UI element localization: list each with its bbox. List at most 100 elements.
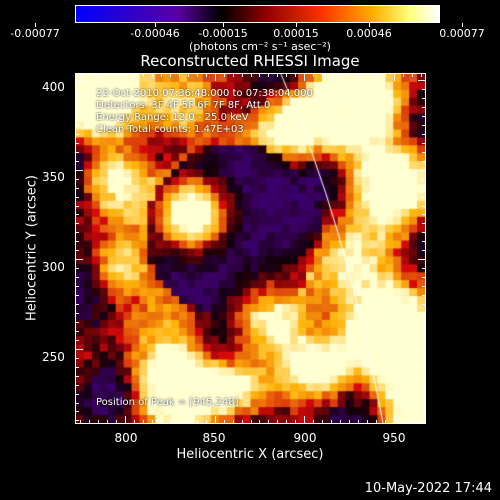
peak-position-label: Position of Peak = [945,248]: [96, 397, 239, 408]
axis-tick: [422, 384, 426, 386]
y-tick-label: 400: [42, 80, 65, 94]
axis-tick: [422, 115, 426, 117]
colorbar-tick: [223, 23, 224, 27]
axis-tick: [98, 73, 100, 77]
axis-tick: [422, 304, 426, 305]
colorbar-tick: [35, 23, 36, 27]
axis-tick: [422, 160, 426, 162]
axis-tick: [75, 277, 79, 279]
axis-tick: [152, 73, 153, 77]
colorbar-tick-label: 0.00015: [273, 27, 319, 40]
colorbar-tick: [462, 23, 463, 27]
axis-tick: [169, 420, 171, 424]
axis-tick: [422, 402, 426, 404]
axis-tick: [422, 107, 426, 109]
axis-tick: [422, 98, 426, 100]
axis-tick: [75, 232, 79, 234]
axis-tick: [75, 160, 79, 162]
axis-tick: [75, 268, 79, 270]
axis-tick: [384, 73, 386, 77]
axis-tick: [422, 223, 426, 225]
axis-tick: [178, 73, 180, 77]
axis-tick: [422, 411, 426, 413]
axis-tick: [422, 268, 426, 270]
axis-tick: [357, 73, 359, 77]
axis-tick: [75, 330, 79, 332]
axis-tick: [75, 98, 79, 100]
axis-tick: [223, 420, 225, 424]
axis-tick: [75, 196, 79, 198]
axis-tick: [98, 420, 100, 424]
axis-tick: [214, 416, 216, 424]
axis-tick: [304, 73, 306, 81]
colorbar: [75, 5, 440, 23]
axis-tick: [268, 73, 270, 77]
axis-tick: [418, 169, 426, 171]
axis-tick: [134, 420, 136, 424]
axis-tick: [422, 142, 426, 144]
axis-tick: [80, 73, 82, 77]
axis-tick: [75, 124, 79, 126]
axis-tick: [422, 393, 426, 395]
axis-tick: [422, 250, 426, 252]
y-axis-label: Heliocentric Y (arcsec): [24, 175, 40, 321]
axis-tick: [75, 259, 83, 261]
axis-tick: [89, 420, 91, 424]
axis-tick: [160, 420, 162, 424]
axis-tick: [116, 420, 118, 424]
axis-tick: [348, 73, 350, 77]
colorbar-units: (photons cm⁻² s⁻¹ asec⁻²): [189, 40, 331, 53]
y-tick-label: 350: [42, 170, 65, 184]
axis-tick: [178, 420, 180, 424]
axis-tick: [75, 205, 79, 207]
axis-tick: [420, 73, 422, 77]
axis-tick: [75, 402, 79, 404]
axis-tick: [348, 420, 350, 424]
axis-tick: [80, 420, 82, 424]
x-tick-label: 800: [114, 431, 138, 445]
axis-tick: [375, 420, 377, 424]
axis-tick: [422, 312, 426, 314]
axis-tick: [418, 259, 426, 261]
axis-tick: [393, 416, 395, 424]
axis-tick: [422, 375, 426, 377]
axis-tick: [422, 321, 426, 323]
axis-tick: [169, 73, 171, 77]
axis-tick: [259, 73, 261, 77]
axis-tick: [422, 295, 426, 297]
axis-tick: [75, 411, 79, 413]
axis-tick: [366, 73, 368, 77]
axis-tick: [143, 73, 145, 77]
axis-tick: [422, 205, 426, 207]
axis-tick: [393, 73, 395, 81]
axis-tick: [286, 420, 288, 424]
axis-tick: [259, 420, 261, 424]
axis-tick: [420, 420, 422, 424]
y-tick-label: 300: [42, 260, 65, 274]
axis-tick: [322, 420, 324, 424]
axis-tick: [422, 187, 426, 189]
axis-tick: [75, 366, 79, 368]
axis-tick: [268, 420, 270, 424]
axis-tick: [422, 277, 426, 279]
axis-tick: [366, 420, 368, 424]
axis-tick: [75, 295, 79, 297]
axis-tick: [422, 196, 426, 198]
axis-tick: [340, 73, 342, 77]
axis-tick: [422, 420, 426, 422]
axis-tick: [331, 420, 333, 424]
axis-tick: [143, 420, 145, 424]
axis-tick: [422, 357, 426, 359]
axis-tick: [214, 73, 216, 81]
info-detectors: Detectors: 3F 4F 5F 6F 7F 8F, Att 0: [96, 100, 271, 111]
colorbar-tick-label: -0.00015: [198, 27, 248, 40]
colorbar-tick-label: -0.00077: [10, 27, 60, 40]
axis-tick: [75, 375, 79, 377]
axis-tick: [295, 73, 297, 77]
axis-tick: [134, 73, 136, 77]
axis-tick: [196, 420, 198, 424]
info-energy-range: Energy Range: 12.0 - 25.0 keV: [96, 112, 249, 123]
colorbar-tick-label: 0.00046: [346, 27, 392, 40]
axis-tick: [75, 142, 79, 144]
axis-tick: [75, 80, 83, 82]
